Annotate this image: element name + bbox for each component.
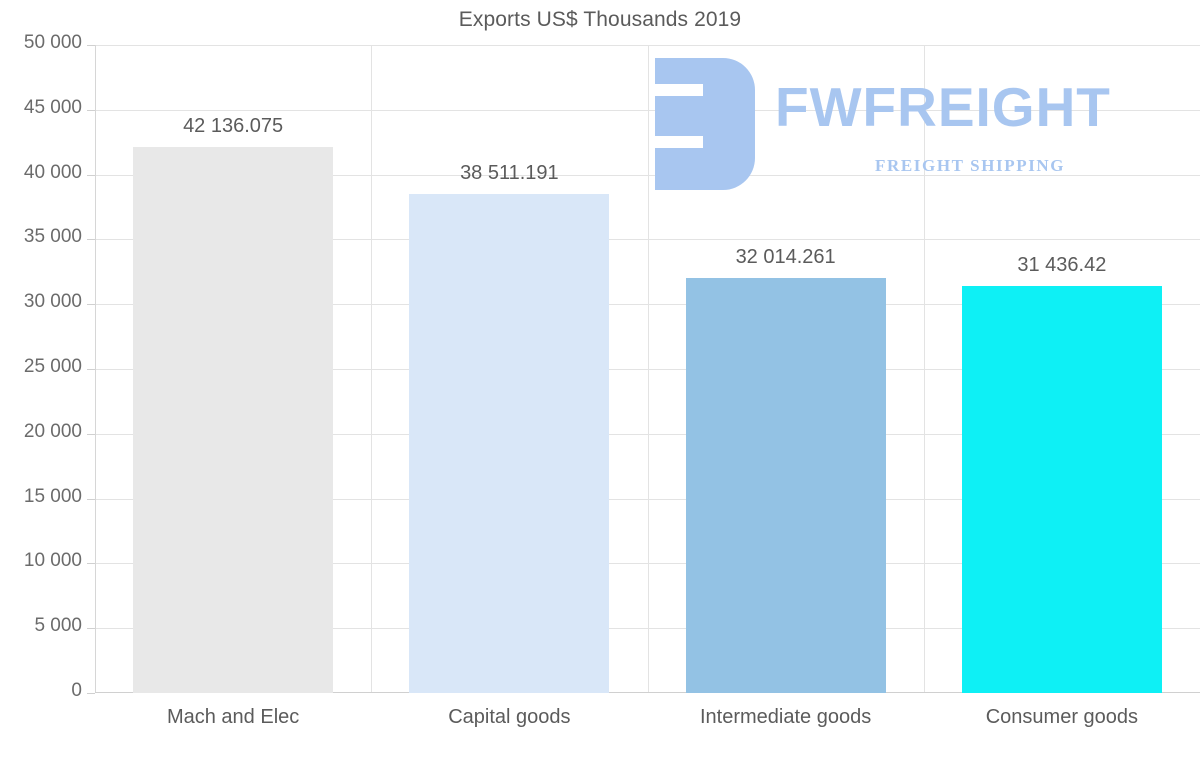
y-axis-tick-mark [87, 369, 95, 370]
x-axis-category-label: Mach and Elec [166, 706, 300, 728]
gridline-horizontal [95, 239, 1200, 241]
gridline-vertical [924, 45, 925, 693]
x-axis-category-label: Capital goods [448, 706, 571, 728]
y-axis-tick-mark [87, 109, 95, 111]
gridline-horizontal [95, 174, 1200, 176]
gridline-horizontal [95, 433, 1200, 435]
bar-value-label: 32 014.261 [735, 246, 836, 269]
y-axis-tick-mark [87, 45, 95, 46]
bar[interactable] [685, 278, 886, 693]
bar-value-label: 42 136.075 [183, 114, 284, 137]
gridline-horizontal [95, 628, 1200, 630]
plot-area [95, 45, 1200, 693]
gridline-horizontal [95, 304, 1200, 306]
bar[interactable] [133, 146, 334, 693]
y-axis-tick-label: 30 000 [23, 291, 82, 313]
y-axis-tick-mark [87, 433, 95, 435]
bar[interactable] [961, 285, 1162, 693]
y-axis-tick-mark [87, 239, 95, 241]
y-axis-tick-mark [87, 628, 95, 630]
gridline-horizontal [95, 109, 1200, 111]
y-axis-tick-label: 0 [71, 680, 82, 701]
y-axis-tick-mark [87, 174, 95, 176]
x-axis-category-label: Consumer goods [985, 706, 1139, 728]
y-axis-tick-mark [87, 693, 95, 694]
y-axis-tick-label: 45 000 [23, 96, 82, 118]
gridline-horizontal [95, 369, 1200, 370]
bar[interactable] [409, 193, 610, 693]
y-axis-line [95, 45, 96, 693]
y-axis-tick-label: 5 000 [34, 615, 82, 637]
bar-value-label: 31 436.42 [1017, 253, 1107, 276]
y-axis-tick-label: 40 000 [23, 161, 82, 183]
chart-title: Exports US$ Thousands 2019 [458, 8, 742, 31]
y-axis-tick-label: 35 000 [23, 226, 82, 248]
gridline-vertical [371, 45, 372, 693]
y-axis-tick-label: 15 000 [23, 485, 82, 507]
gridline-horizontal [95, 498, 1200, 500]
y-axis-tick-mark [87, 563, 95, 565]
x-axis-line [95, 692, 1200, 693]
y-axis-tick-label: 50 000 [23, 32, 82, 53]
y-axis-tick-mark [87, 498, 95, 500]
y-axis-tick-mark [87, 304, 95, 306]
gridline-vertical [648, 45, 649, 693]
gridline-horizontal [95, 563, 1200, 565]
y-axis-tick-label: 20 000 [23, 420, 82, 442]
y-axis-tick-label: 25 000 [23, 356, 82, 377]
x-axis-category-label: Intermediate goods [700, 706, 872, 728]
gridline-horizontal [95, 45, 1200, 46]
bar-value-label: 38 511.191 [460, 161, 559, 184]
y-axis-tick-label: 10 000 [23, 550, 82, 572]
